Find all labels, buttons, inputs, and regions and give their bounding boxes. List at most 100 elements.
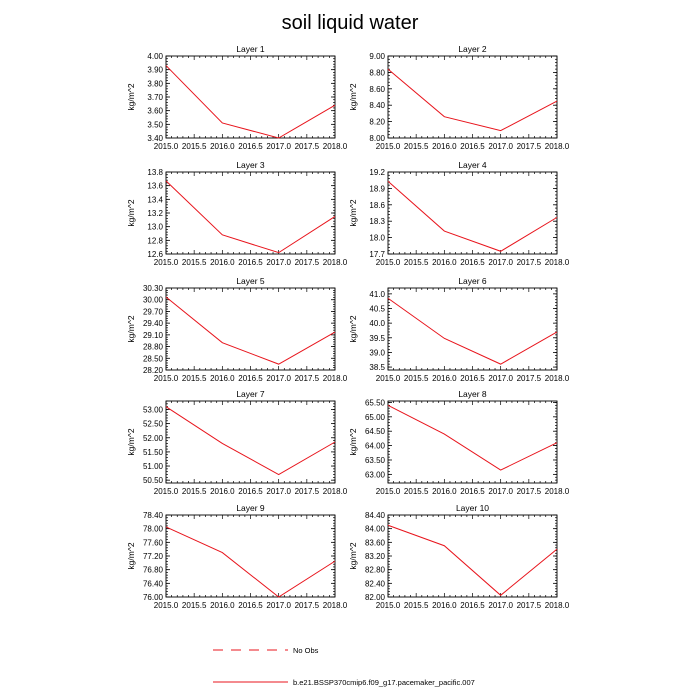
y-tick-label: 18.3	[369, 217, 385, 226]
x-tick-label: 2018.0	[545, 601, 570, 610]
panel-title: Layer 9	[236, 503, 265, 513]
y-tick-label: 29.40	[143, 319, 164, 328]
x-tick-label: 2017.0	[488, 258, 513, 267]
y-tick-label: 29.70	[143, 307, 164, 316]
plot-frame	[165, 171, 336, 255]
x-tick-label: 2017.0	[266, 374, 291, 383]
y-tick-label: 3.70	[147, 93, 163, 102]
y-tick-label: 84.00	[365, 525, 386, 534]
x-tick-label: 2016.0	[432, 487, 457, 496]
x-tick-label: 2018.0	[545, 487, 570, 496]
x-tick-label: 2016.0	[432, 374, 457, 383]
y-tick-label: 40.5	[369, 305, 385, 314]
x-tick-label: 2017.5	[517, 374, 542, 383]
panel-title: Layer 1	[236, 44, 265, 54]
series-line	[165, 65, 336, 139]
x-tick-label: 2015.5	[182, 142, 207, 151]
plot-frame	[165, 400, 336, 484]
y-tick-label: 19.2	[369, 168, 385, 177]
x-tick-label: 2016.5	[460, 601, 485, 610]
x-tick-label: 2015.0	[376, 601, 401, 610]
series-line	[387, 297, 558, 365]
chart-panel-layer-5: Layer 5 2015.0 2015.5 2016.0 2016.5 2017.0 201…	[126, 276, 348, 383]
y-axis-label: kg/m^2	[348, 315, 358, 342]
y-tick-label: 77.60	[143, 538, 164, 547]
y-tick-label: 52.00	[143, 434, 164, 443]
y-tick-label: 39.5	[369, 334, 385, 343]
y-tick-label: 13.4	[147, 195, 163, 204]
x-tick-label: 2016.0	[210, 601, 235, 610]
y-tick-label: 8.60	[369, 85, 385, 94]
x-tick-label: 2017.5	[517, 601, 542, 610]
y-tick-label: 30.30	[143, 284, 164, 293]
x-tick-label: 2016.0	[432, 142, 457, 151]
panel-title: Layer 3	[236, 160, 265, 170]
y-tick-label: 13.8	[147, 168, 163, 177]
x-tick-label: 2017.5	[295, 487, 320, 496]
x-tick-label: 2016.0	[210, 258, 235, 267]
plot-frame	[387, 400, 558, 484]
chart-panel-layer-8: Layer 8 2015.0 2015.5 2016.0 2016.5 2017.0 201…	[348, 389, 570, 496]
chart-panel-layer-10: Layer 10 2015.0 2015.5 2016.0 2016.5 2017.0 20…	[348, 503, 570, 610]
plot-frame	[387, 287, 558, 371]
plot-frame	[165, 514, 336, 598]
plot-frame	[165, 287, 336, 371]
x-tick-label: 2015.0	[376, 142, 401, 151]
x-tick-label: 2016.5	[238, 487, 263, 496]
series-line	[387, 404, 558, 471]
chart-panel-layer-1: Layer 1 2015.0 2015.5 2016.0 2016.5 2017.0 201…	[126, 44, 348, 151]
y-tick-label: 82.00	[365, 593, 386, 602]
y-tick-label: 78.40	[143, 511, 164, 520]
panel-title: Layer 4	[458, 160, 487, 170]
y-axis-label: kg/m^2	[348, 83, 358, 110]
x-tick-label: 2016.5	[238, 142, 263, 151]
x-tick-label: 2015.5	[404, 142, 429, 151]
x-tick-label: 2017.0	[488, 374, 513, 383]
x-tick-label: 2017.5	[295, 258, 320, 267]
figure-title: soil liquid water	[282, 12, 419, 34]
y-tick-label: 28.50	[143, 354, 164, 363]
y-axis-label: kg/m^2	[126, 428, 136, 455]
x-tick-label: 2016.5	[238, 601, 263, 610]
y-tick-label: 83.20	[365, 552, 386, 561]
y-tick-label: 52.50	[143, 420, 164, 429]
x-tick-label: 2016.5	[238, 258, 263, 267]
y-tick-label: 29.10	[143, 331, 164, 340]
y-axis-label: kg/m^2	[348, 542, 358, 569]
chart-panel-layer-9: Layer 9 2015.0 2015.5 2016.0 2016.5 2017.0 201…	[126, 503, 348, 610]
legend: No Obs b.e21.BSSP370cmip6.f09_g17.pacemak…	[213, 646, 475, 687]
x-tick-label: 2018.0	[323, 487, 348, 496]
plot-frame	[387, 514, 558, 598]
y-tick-label: 8.00	[369, 134, 385, 143]
x-tick-label: 2016.0	[210, 142, 235, 151]
y-tick-label: 12.8	[147, 236, 163, 245]
y-tick-label: 28.20	[143, 366, 164, 375]
y-tick-label: 51.00	[143, 462, 164, 471]
x-tick-label: 2015.5	[182, 374, 207, 383]
x-tick-label: 2016.0	[210, 487, 235, 496]
x-tick-label: 2017.5	[295, 601, 320, 610]
chart-panel-layer-2: Layer 2 2015.0 2015.5 2016.0 2016.5 2017.0 201…	[348, 44, 570, 151]
plot-frame	[387, 171, 558, 255]
y-tick-label: 30.00	[143, 296, 164, 305]
x-tick-label: 2018.0	[323, 258, 348, 267]
plot-frame	[165, 55, 336, 139]
plot-frame	[387, 55, 558, 139]
x-tick-label: 2016.0	[432, 258, 457, 267]
series-line	[165, 180, 336, 254]
x-tick-label: 2018.0	[323, 374, 348, 383]
x-tick-label: 2017.0	[266, 487, 291, 496]
x-tick-label: 2016.5	[460, 142, 485, 151]
x-tick-label: 2017.0	[488, 601, 513, 610]
y-axis-label: kg/m^2	[126, 199, 136, 226]
y-tick-label: 3.60	[147, 107, 163, 116]
y-tick-label: 65.00	[365, 413, 386, 422]
x-tick-label: 2015.5	[404, 487, 429, 496]
y-tick-label: 76.80	[143, 566, 164, 575]
y-tick-label: 13.2	[147, 209, 163, 218]
x-tick-label: 2016.0	[210, 374, 235, 383]
x-tick-label: 2017.0	[266, 601, 291, 610]
series-line	[387, 68, 558, 132]
y-tick-label: 83.60	[365, 538, 386, 547]
